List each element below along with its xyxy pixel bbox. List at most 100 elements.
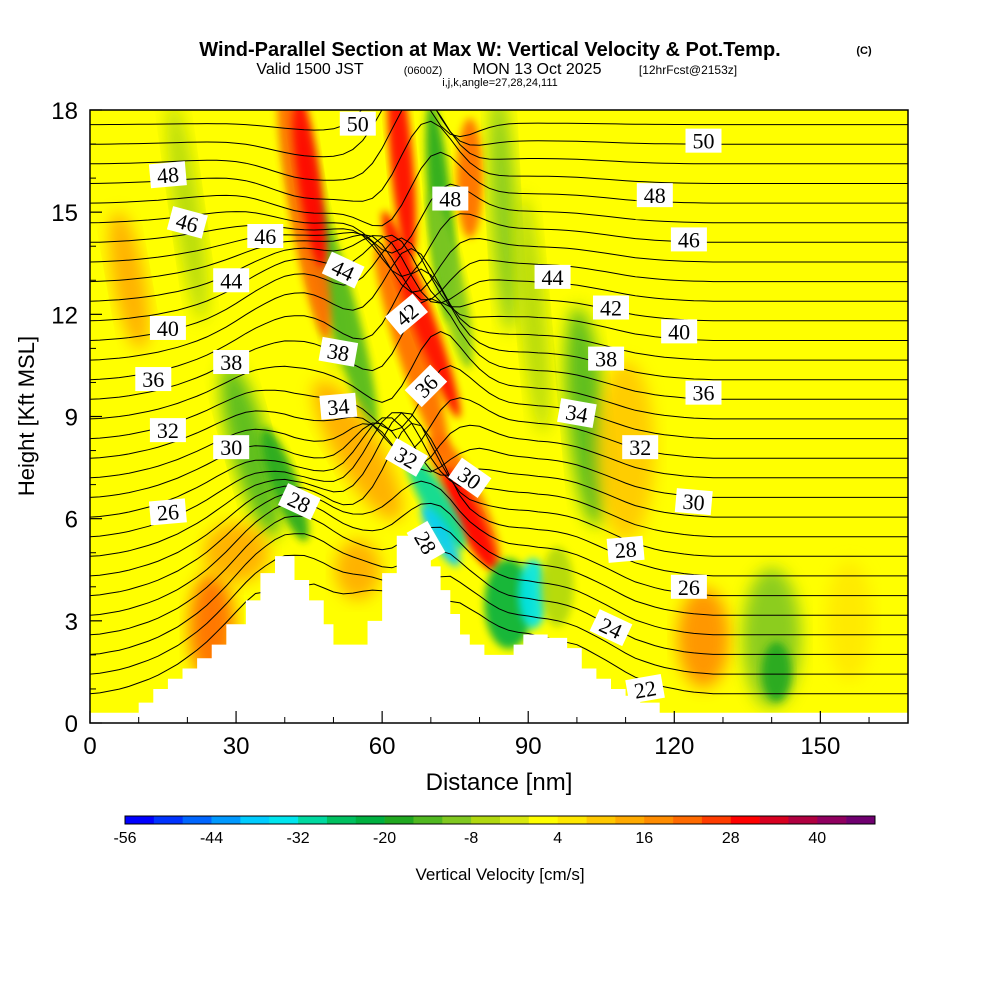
- x-tick-label: 90: [515, 733, 542, 760]
- svg-text:26: 26: [678, 575, 700, 600]
- colorbar-swatch: [644, 816, 674, 824]
- colorbar-swatch: [557, 816, 587, 824]
- colorbar-swatch: [298, 816, 328, 824]
- velocity-blob: [677, 587, 730, 688]
- svg-text:34: 34: [326, 393, 350, 420]
- colorbar-tick-label: -8: [464, 830, 478, 847]
- velocity-blob: [108, 211, 150, 350]
- velocity-blob: [203, 522, 269, 583]
- colorbar-tick-label: 28: [722, 830, 740, 847]
- velocity-blob: [220, 363, 281, 538]
- theta-contour: [90, 110, 908, 138]
- svg-text:30: 30: [682, 489, 706, 516]
- contour-label: 40: [661, 319, 698, 344]
- theta-contour: [90, 248, 908, 361]
- y-tick-label: 0: [65, 711, 78, 738]
- y-axis-label: Height [Kft MSL]: [14, 336, 39, 496]
- colorbar-swatch: [701, 816, 732, 824]
- colorbar-swatch: [817, 816, 847, 824]
- contour-label: 46: [670, 227, 707, 252]
- theta-contour: [90, 231, 908, 293]
- theta-contour: [90, 213, 908, 278]
- svg-text:44: 44: [542, 265, 564, 290]
- contour-label: 34: [319, 392, 358, 420]
- contour-label: 32: [149, 418, 186, 443]
- y-tick-label: 6: [65, 507, 78, 534]
- velocity-blob: [405, 453, 466, 550]
- theta-contour: [90, 515, 908, 636]
- colorbar-tick-label: -32: [287, 830, 310, 847]
- colorbar-swatch: [211, 816, 241, 824]
- x-tick-label: 60: [369, 733, 396, 760]
- contour-label: 30: [213, 435, 250, 460]
- colorbar-swatch: [240, 816, 270, 824]
- colorbar-swatch: [471, 816, 501, 824]
- colorbar-swatch: [500, 816, 530, 824]
- theta-contour: [90, 533, 908, 655]
- contour-label: 28: [606, 535, 645, 563]
- colorbar-tick-label: 40: [808, 830, 826, 847]
- y-tick-label: 15: [51, 200, 78, 227]
- contour-label: 40: [149, 315, 186, 341]
- velocity-blob: [387, 110, 416, 261]
- svg-text:38: 38: [595, 347, 617, 372]
- contour-label: 34: [557, 398, 597, 429]
- svg-text:50: 50: [347, 112, 369, 137]
- svg-text:48: 48: [439, 187, 461, 212]
- velocity-blob: [516, 194, 550, 434]
- contour-label: 48: [636, 183, 673, 208]
- svg-text:28: 28: [614, 536, 638, 563]
- velocity-blob: [826, 560, 873, 681]
- theta-contour: [90, 412, 908, 538]
- colorbar-tick-label: 4: [553, 830, 562, 847]
- colorbar-tick-label: -20: [373, 830, 396, 847]
- subtitle-prefix: Valid 1500 JST: [256, 61, 364, 78]
- contour-label: 50: [339, 111, 376, 137]
- colorbar-swatch: [153, 816, 183, 824]
- velocity-blob: [518, 558, 548, 629]
- contour-label: 46: [247, 224, 284, 249]
- svg-text:46: 46: [254, 224, 276, 249]
- colorbar-swatch: [730, 816, 760, 824]
- theta-contour: [90, 397, 908, 459]
- contour-label: 42: [592, 295, 629, 321]
- contour-label: 22: [625, 674, 665, 704]
- contour-label: 38: [588, 346, 625, 372]
- x-tick-label: 120: [654, 733, 694, 760]
- colorbar-swatch: [355, 816, 385, 824]
- contour-label: 46: [166, 206, 208, 239]
- y-tick-label: 3: [65, 609, 78, 636]
- theta-contour: [90, 233, 908, 301]
- theta-contour: [90, 412, 908, 557]
- colorbar-tick-labels: -56 -44 -32 -20 -8 4 16 28 40: [113, 830, 826, 847]
- contour-label: 44: [213, 268, 250, 293]
- x-tick-label: 0: [83, 733, 96, 760]
- svg-text:22: 22: [632, 675, 658, 703]
- potential-temperature-contours: [90, 110, 908, 695]
- svg-text:32: 32: [157, 418, 179, 443]
- contour-label: 30: [674, 488, 713, 516]
- colorbar-swatch: [586, 816, 616, 824]
- colorbar-swatch: [269, 816, 299, 824]
- svg-text:34: 34: [564, 399, 590, 427]
- colorbar-swatch: [673, 816, 703, 824]
- svg-text:40: 40: [157, 316, 179, 341]
- colorbar-swatch: [384, 816, 414, 824]
- velocity-blob: [374, 243, 449, 454]
- theta-contour: [90, 417, 908, 518]
- colorbar-swatch: [442, 816, 472, 824]
- colorbar-frame: [124, 815, 876, 825]
- svg-text:48: 48: [644, 183, 666, 208]
- contour-label: 26: [148, 498, 187, 526]
- y-axis: 0 3 6 9 12 15 18: [51, 98, 102, 738]
- colorbar-swatch: [615, 816, 645, 824]
- colorbar: [124, 815, 876, 825]
- svg-text:38: 38: [325, 338, 351, 366]
- theta-contour: [90, 330, 908, 420]
- theta-contour: [90, 480, 908, 597]
- colorbar-swatch: [125, 816, 155, 824]
- theta-contour: [90, 110, 908, 181]
- colorbar-swatch: [326, 816, 357, 824]
